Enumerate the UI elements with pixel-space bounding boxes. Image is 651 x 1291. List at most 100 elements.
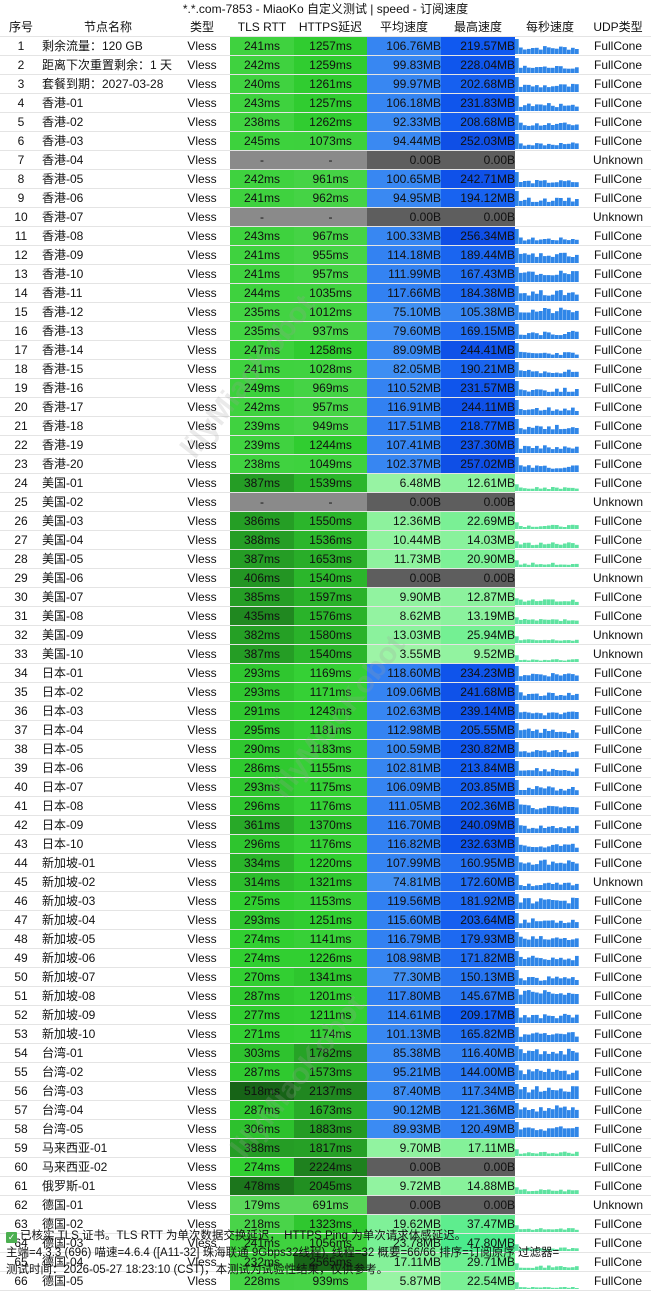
speed-bar [547,731,551,738]
udp-type: FullCone [585,587,651,607]
speed-bar [543,659,547,662]
speed-bar [527,271,531,282]
https-latency: 1323ms [294,1214,367,1234]
speed-bar [543,1267,547,1270]
speed-bar [523,619,527,624]
per-second-speed-chart [515,1005,585,1025]
max-speed: 29.71MB [441,1252,515,1272]
avg-speed: 116.91MB [367,397,441,417]
speed-bar [515,362,519,377]
speed-bar [523,804,527,814]
speed-bar [531,1015,535,1023]
speed-bar [547,391,551,396]
speed-bar [539,696,543,700]
speed-bar [571,1248,575,1251]
speed-bar [527,922,531,928]
speed-bar [523,371,527,377]
speed-bar [571,751,575,757]
max-speed: 0.00B [441,1195,515,1215]
speed-bar [559,335,563,339]
speed-bar [559,564,563,567]
speed-bar [547,201,551,206]
speed-bar [543,769,547,776]
udp-type: FullCone [585,929,651,949]
speed-bar [559,620,563,624]
table-row: 41 日本-08 Vless 296ms 1176ms 111.05MB 202.36MB F… [0,796,651,816]
node-name: 香港-16 [42,378,174,398]
speed-bar [527,391,531,396]
table-row: 53 新加坡-10 Vless 271ms 1174ms 101.13MB 165.82MB… [0,1024,651,1044]
row-index: 19 [0,378,42,398]
node-type: Vless [174,967,230,987]
speed-bar [547,308,551,320]
udp-type: Unknown [585,1195,651,1215]
node-type: Vless [174,872,230,892]
per-second-speed-chart [515,948,585,968]
tls-rtt: 435ms [230,606,294,626]
speed-bar [523,1287,527,1289]
speed-bar [539,1091,543,1099]
row-index: 45 [0,872,42,892]
row-index: 25 [0,492,42,512]
speed-bar [515,1244,519,1251]
speed-bar [547,676,551,681]
speed-bar [515,248,519,263]
node-type: Vless [174,815,230,835]
max-speed: 231.83MB [441,93,515,113]
table-row: 48 新加坡-05 Vless 274ms 1141ms 116.79MB 179.93MB… [0,929,651,949]
max-speed: 0.00B [441,150,515,170]
speed-bar [519,844,523,852]
row-index: 34 [0,663,42,683]
speed-bar [575,354,579,358]
speed-bar [527,828,531,833]
avg-speed: 77.30MB [367,967,441,987]
speed-bar [519,564,523,567]
speed-bar [531,48,535,54]
per-second-speed-chart [515,929,585,949]
max-speed: 241.68MB [441,682,515,702]
speed-bar [535,901,539,909]
udp-type: FullCone [585,226,651,246]
https-latency: 1251ms [294,910,367,930]
udp-type: FullCone [585,454,651,474]
speed-bar [551,256,555,263]
udp-type: FullCone [585,834,651,854]
speed-bar [563,1091,567,1099]
speed-bar [563,938,567,947]
speed-bar [559,695,563,700]
per-second-speed-chart [515,264,585,284]
speed-bar [535,729,539,738]
node-name: 俄罗斯-01 [42,1176,174,1196]
per-second-speed-chart [515,568,585,588]
node-name: 香港-02 [42,112,174,132]
https-latency: 1073ms [294,131,367,151]
https-latency: 1176ms [294,834,367,854]
node-type: Vless [174,150,230,170]
speed-bar [567,978,571,985]
table-row: 10 香港-07 Vless - -0.00B 0.00B Unknown [0,207,651,227]
row-index: 36 [0,701,42,721]
speed-bar [531,1051,535,1061]
per-second-speed-chart [515,1157,585,1177]
speed-bar [571,312,575,320]
speed-bar [547,426,551,434]
speed-bar [571,448,575,453]
speed-bar [523,980,527,985]
node-type: Vless [174,910,230,930]
max-speed: 219.57MB [441,36,515,56]
speed-bar [551,449,555,453]
speed-bar [575,1190,579,1194]
speed-bar [527,409,531,415]
speed-bar [559,807,563,814]
speed-sparkline [515,913,579,928]
speed-bar [535,240,539,244]
speed-bar [551,619,555,624]
speed-bar [575,67,579,73]
speed-bar [543,275,547,282]
speed-bar [559,862,563,871]
speed-bar [535,659,539,662]
table-row: 30 美国-07 Vless 385ms 1597ms 9.90MB 12.87MB Full… [0,587,651,607]
tls-rtt: 387ms [230,644,294,664]
node-type: Vless [174,264,230,284]
speed-bar [547,275,551,282]
